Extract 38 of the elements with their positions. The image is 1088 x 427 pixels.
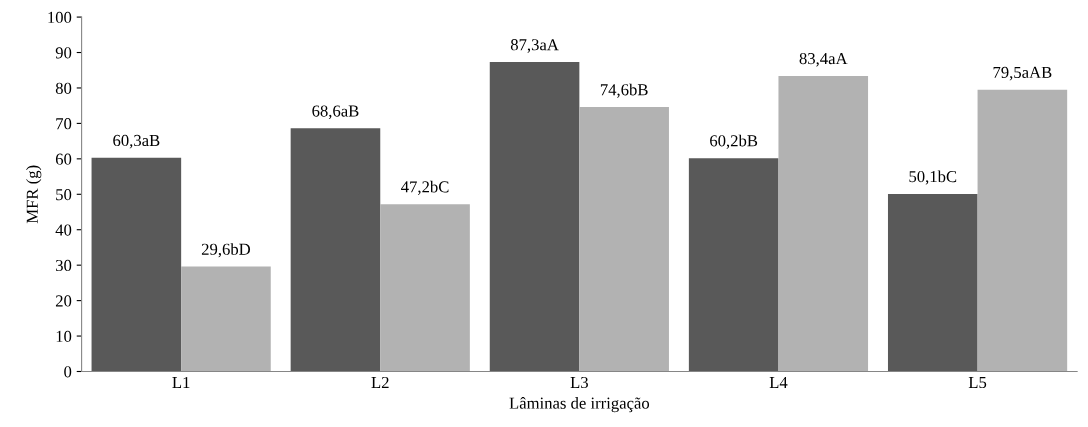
y-tick-label: 0 (64, 366, 72, 378)
y-tick-label: 20 (55, 295, 72, 307)
x-tick-label: L2 (371, 376, 389, 388)
y-tick-label: 30 (56, 259, 72, 272)
y-tick-label: 40 (55, 224, 72, 236)
bar (977, 89, 1068, 372)
bar (579, 107, 669, 372)
x-tick-label: L3 (570, 376, 588, 389)
bar (380, 204, 470, 372)
y-tick-label: 50 (56, 188, 72, 201)
bar (778, 75, 869, 372)
data-label: 74,6bB (600, 83, 648, 98)
y-axis-title: MFR (g) (26, 165, 42, 224)
y-tick-label: 70 (56, 118, 72, 130)
data-label: 47,2bC (401, 180, 449, 195)
data-label: 79,5aAB (993, 66, 1052, 81)
data-label: 68,6aB (312, 105, 359, 120)
data-label: 29,6bD (201, 243, 251, 258)
data-label: 60,2bB (710, 134, 758, 149)
bar (688, 158, 779, 372)
bar (290, 128, 381, 372)
y-tick-label: 90 (55, 47, 72, 59)
x-axis-title: Lâminas de irrigação (509, 397, 650, 413)
y-tick-label: 80 (55, 82, 72, 94)
data-label: 87,3aA (510, 39, 559, 53)
y-tick-label: 60 (55, 153, 72, 165)
x-tick-label: L1 (172, 376, 190, 388)
x-tick-label: L5 (968, 377, 987, 389)
bar (887, 193, 978, 372)
data-label: 50,1bC (909, 170, 957, 185)
y-tick-label: 10 (56, 330, 72, 342)
y-tick-label: 100 (48, 11, 72, 24)
bar (181, 266, 271, 372)
bar (489, 62, 580, 372)
bar (91, 157, 182, 372)
data-label: 83,4aA (799, 52, 848, 67)
data-label: 60,3aB (113, 134, 160, 149)
x-tick-label: L4 (769, 376, 788, 388)
